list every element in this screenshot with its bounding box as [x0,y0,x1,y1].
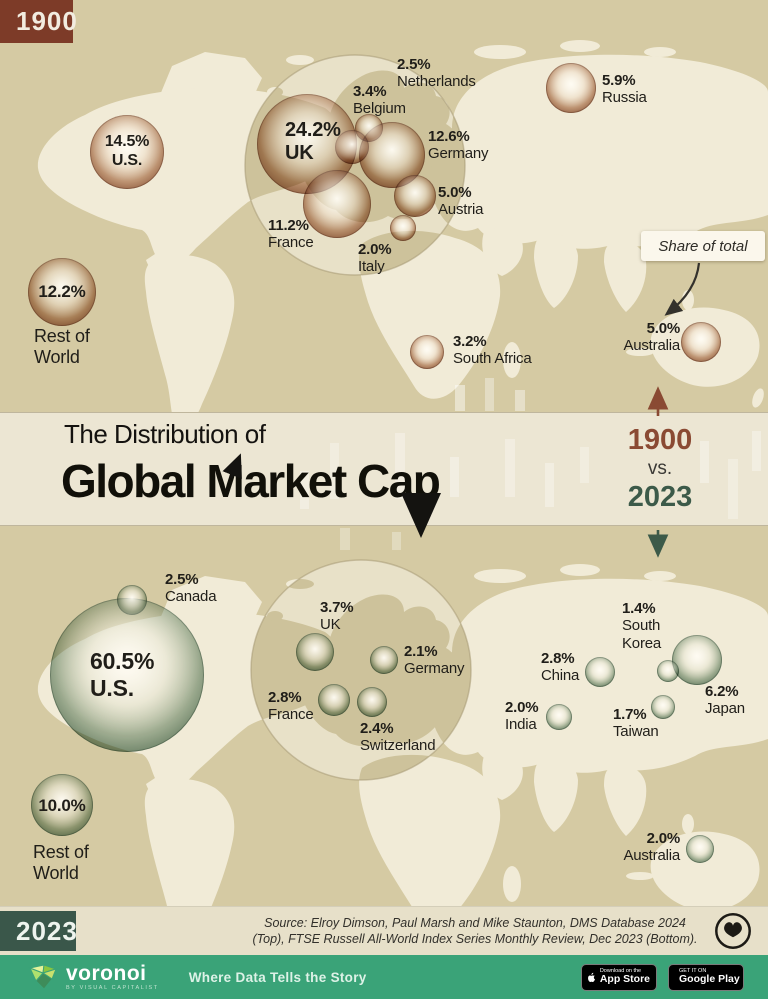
page-title-line1: The Distribution of [64,419,266,449]
google-play-big-text: Google Play [679,973,740,986]
source-text: Source: Elroy Dimson, Paul Marsh and Mik… [240,916,710,947]
candlestick-decoration [505,439,515,497]
candlestick-decoration [515,390,525,411]
title-band: The Distribution of Global Market Cap 19… [0,412,768,526]
world-map-2023 [0,524,768,906]
source-line1: Source: Elroy Dimson, Paul Marsh and Mik… [264,916,686,930]
badge-2023-label: 2023 [16,915,78,946]
candlestick-decoration [340,528,350,550]
candlestick-decoration [752,431,761,471]
comparison-year-2023: 2023 [627,480,693,513]
candlestick-decoration [300,471,309,509]
badge-2023: 2023 [0,911,78,951]
candlestick-decoration [450,457,459,497]
comparison-block: 1900 vs. 2023 [600,424,720,514]
share-of-total-label: Share of total [658,237,748,255]
footer-bar: voronoi BY VISUAL CAPITALIST Where Data … [0,955,768,999]
candlestick-decoration [580,447,589,483]
page-title-line2: Global Market Cap [61,455,441,507]
app-store-small-text: Download on the [599,968,642,975]
world-map-1900 [0,0,768,412]
candlestick-decoration [485,378,494,411]
candlestick-decoration [392,532,401,550]
candlestick-decoration [330,443,339,499]
apple-icon [588,972,596,982]
voronoi-wordmark: voronoi [66,961,147,985]
app-store-badge[interactable]: Download on the App Store [581,963,657,991]
app-store-big-text: App Store [599,973,650,986]
badge-1900: 1900 [0,0,77,43]
comparison-year-1900: 1900 [627,424,693,456]
footer-tagline: Where Data Tells the Story [188,969,367,985]
voronoi-brand: voronoi BY VISUAL CAPITALIST [66,963,159,992]
voronoi-logo-icon [28,964,58,990]
source-band: Source: Elroy Dimson, Paul Marsh and Mik… [0,906,768,956]
candlestick-decoration [455,385,465,411]
share-of-total-callout: Share of total [641,231,765,261]
voronoi-byline: BY VISUAL CAPITALIST [66,984,159,991]
visual-capitalist-logo [715,913,751,949]
google-play-small-text: GET IT ON [679,968,707,975]
candlestick-decoration [700,441,709,483]
candlestick-decoration [545,463,554,507]
candlestick-decoration [395,433,405,499]
comparison-vs: vs. [647,457,673,479]
source-line2: (Top), FTSE Russell All-World Index Seri… [252,931,698,946]
google-play-badge[interactable]: GET IT ON Google Play [668,963,744,991]
badge-1900-label: 1900 [16,6,78,36]
candlestick-decoration [728,459,738,519]
